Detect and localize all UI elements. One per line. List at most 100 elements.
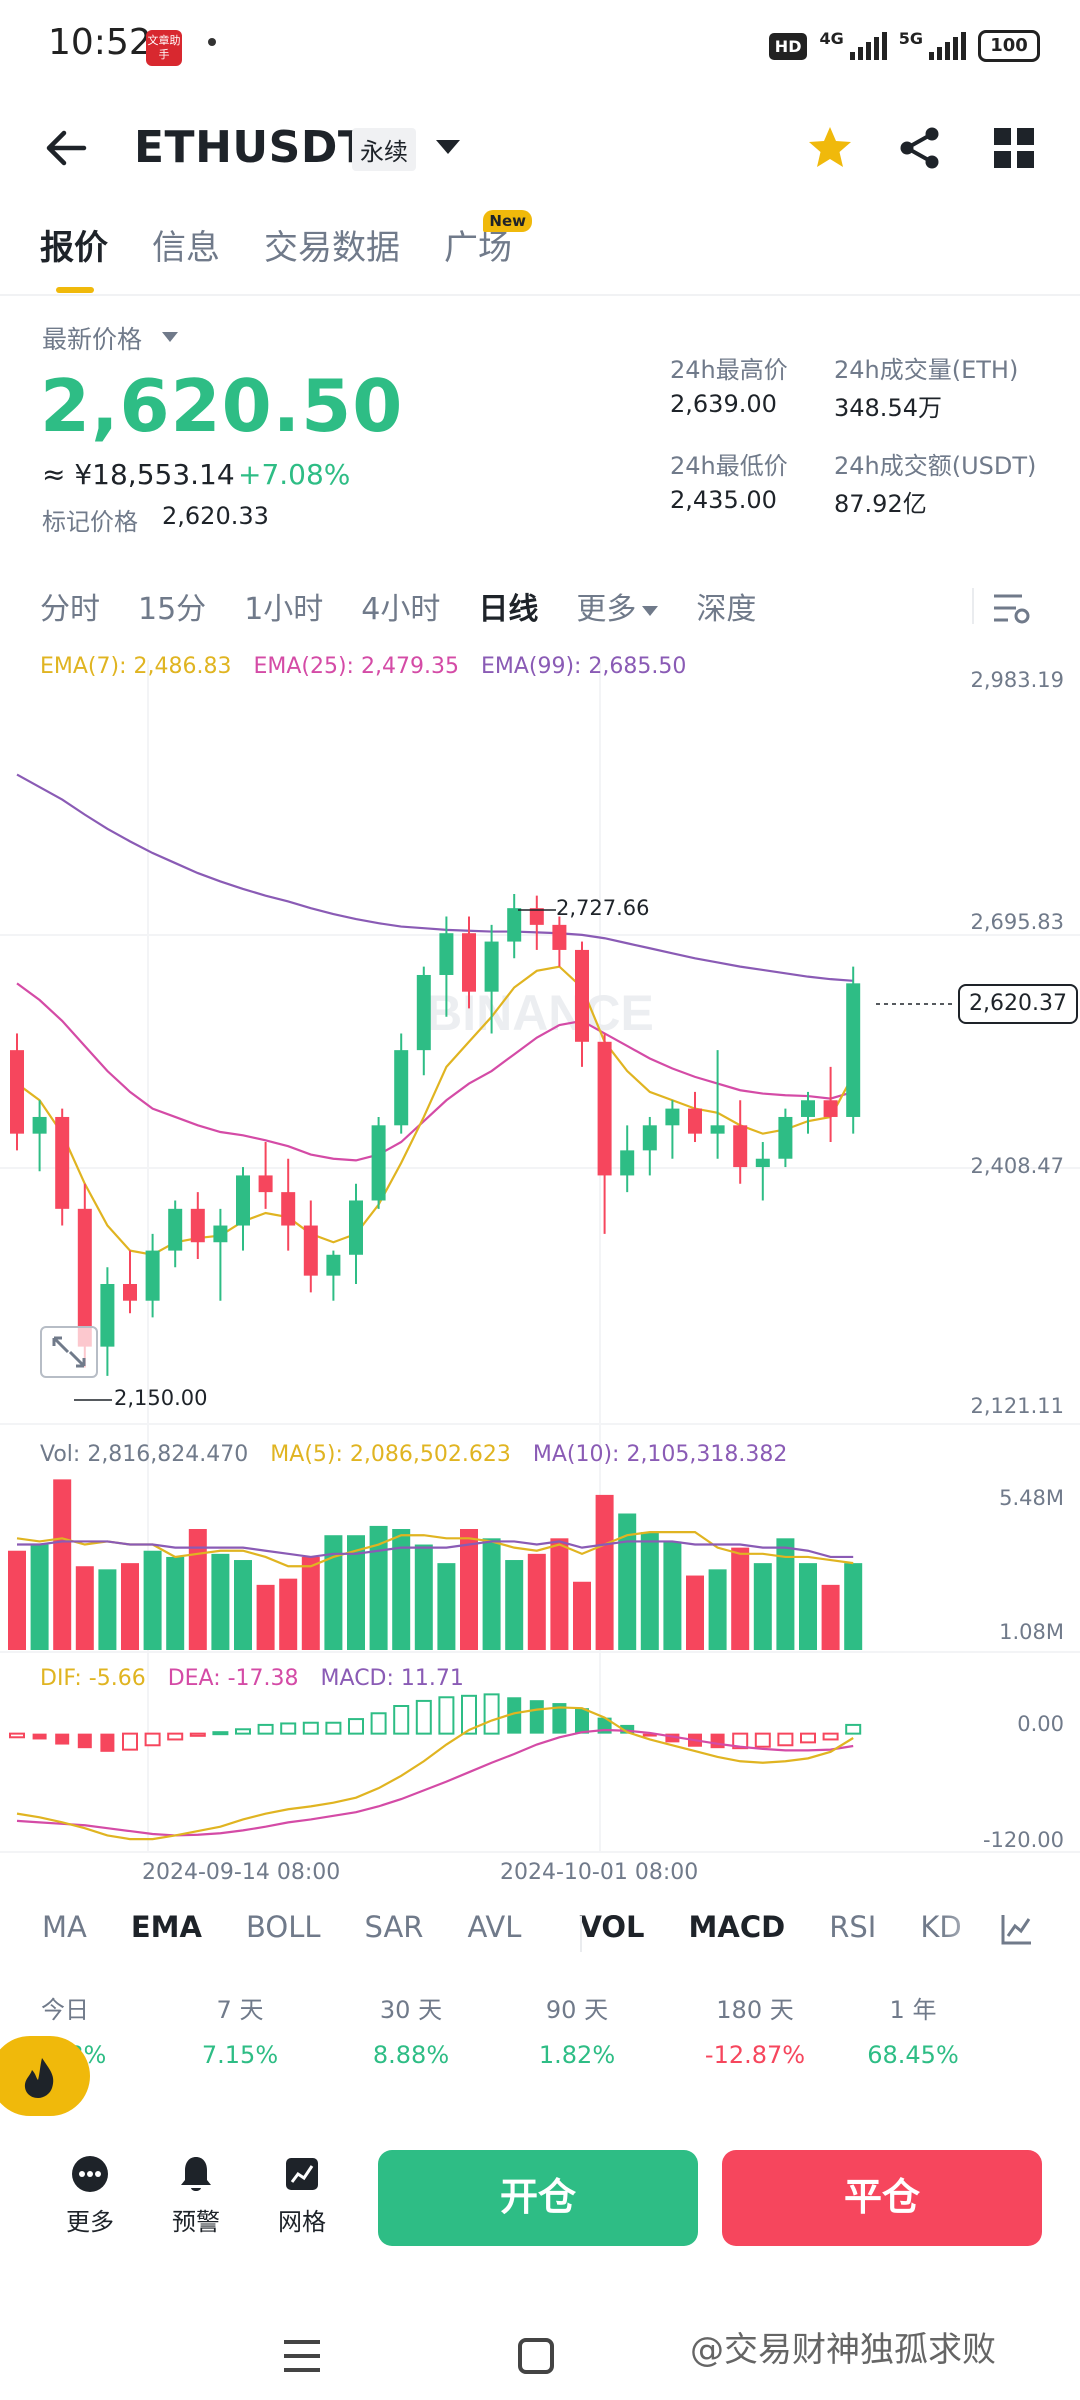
grid-label: 网格 [278,2208,326,2236]
macd-histogram-bar [620,1724,635,1734]
low-marker: 2,150.00 [114,1386,208,1410]
axis-price-1: 2,983.19 [970,668,1064,692]
home-icon[interactable] [516,2336,556,2376]
contract-type-tag: 永续 [352,128,416,171]
binance-watermark: BINANCE [426,985,654,1041]
tab-info[interactable]: 信息 [152,228,220,268]
volume-bar [844,1563,863,1650]
volume-bar [8,1550,26,1650]
interval-15m[interactable]: 15分 [138,592,207,627]
volume-bars [8,1479,863,1650]
volume-bar [618,1513,637,1650]
macd-histogram-bar [144,1732,161,1747]
vol-ma5-label: MA(5): 2,086,502.623 [270,1442,511,1467]
system-nav-bar [0,2316,1080,2400]
interval-divider [972,588,974,624]
macd-histogram-bar [100,1733,115,1752]
candle-body [236,1175,250,1226]
ema7-label: EMA(7): 2,486.83 [40,654,232,679]
perf-value: 7.15% [201,2041,279,2069]
more-tool[interactable]: 更多 [50,2154,130,2237]
ind-tab-macd[interactable]: MACD [688,1910,786,1944]
macd-histogram-bar [212,1731,229,1736]
macd-histogram-bar [665,1733,680,1743]
hot-fire-button[interactable] [0,2036,90,2116]
ind-tab-boll[interactable]: BOLL [245,1910,321,1944]
candle-body [688,1108,702,1134]
volume-bar [595,1494,614,1650]
ind-tab-ma[interactable]: MA [42,1910,87,1944]
tab-quote[interactable]: 报价 [40,220,108,293]
ind-tab-avl[interactable]: AVL [467,1910,522,1944]
candle-body [778,1116,793,1159]
axis-price-4: 2,121.11 [970,1394,1064,1418]
back-arrow-icon[interactable] [44,128,88,168]
interval-depth[interactable]: 深度 [696,592,757,627]
more-dots-icon [72,2156,108,2192]
macd-histogram-bar [552,1703,567,1734]
volume-bar [121,1563,139,1650]
perf-label: 30 天 [379,1996,443,2024]
vol-label: Vol: 2,816,824.470 [40,1442,249,1467]
close-position-button[interactable]: 平仓 [722,2150,1042,2246]
volume-bar [505,1560,524,1650]
main-tabs: 报价 信息 交易数据 广场 New [40,210,556,293]
open-position-button[interactable]: 开仓 [378,2150,698,2246]
volume-bar [414,1544,433,1650]
star-icon[interactable] [806,124,854,172]
volume-bar [188,1529,207,1650]
interval-time-share[interactable]: 分时 [40,592,100,627]
ind-tab-ema[interactable]: EMA [130,1910,202,1944]
candle-body [145,1250,160,1301]
interval-1d[interactable]: 日线 [478,592,539,627]
candlestick-chart[interactable]: BINANCE [0,640,1080,1890]
volume-bar [799,1563,817,1650]
macd-histogram-bar [280,1722,297,1735]
macd-histogram-bar [483,1693,500,1735]
share-icon[interactable] [898,126,942,170]
grid-chart-icon [286,2158,318,2190]
divider [0,294,1080,296]
change-percent: +7.08% [238,458,351,491]
symbol-title[interactable]: ETHUSDT [134,122,369,173]
symbol-dropdown-icon[interactable] [436,140,460,154]
interval-4h[interactable]: 4小时 [361,592,441,627]
ema-legend: EMA(7): 2,486.83 EMA(25): 2,479.35 EMA(9… [40,654,686,679]
dea-label: DEA: -17.38 [167,1666,299,1691]
perf-value: 8.88% [372,2041,450,2069]
grid-icon[interactable] [994,128,1034,168]
macd-histogram-bar [529,1700,544,1734]
dea-line [16,1728,854,1837]
latest-price-label[interactable]: 最新价格 [42,325,143,354]
macd-histogram-bar [777,1732,794,1747]
indicator-settings-icon[interactable] [1000,1912,1034,1946]
tab-trading-data[interactable]: 交易数据 [264,228,400,268]
signal-5g-icon [929,32,966,60]
candle-body [620,1150,635,1176]
alert-tool[interactable]: 预警 [156,2154,236,2237]
candle-body [665,1108,680,1126]
last-price: 2,620.50 [40,364,404,448]
latest-price-dropdown-icon[interactable] [162,332,178,342]
volume-bar [776,1538,795,1650]
tab-square-label: 广场 [444,228,512,268]
macd-histogram-bar [507,1697,522,1734]
expand-chart-icon[interactable] [40,1326,98,1378]
ind-tab-rsi[interactable]: RSI [829,1910,877,1944]
macd-histogram-bar [754,1732,771,1748]
interval-1h[interactable]: 1小时 [244,592,324,627]
chart-settings-icon[interactable] [992,590,1032,626]
volume-bar [527,1553,546,1650]
interval-more[interactable]: 更多 [576,584,659,628]
macd-histogram-bar [122,1732,138,1751]
macd-histogram-bar [642,1733,657,1737]
tab-square[interactable]: 广场 New [444,210,532,293]
ind-tab-vol[interactable]: VOL [579,1910,645,1944]
volume-bar [437,1563,456,1650]
candle-body [100,1284,115,1347]
notification-dot [208,38,216,46]
grid-trading-tool[interactable]: 网格 [262,2154,342,2237]
menu-icon[interactable] [282,2338,322,2374]
ind-tab-sar[interactable]: SAR [364,1910,424,1944]
candle-body [846,983,861,1117]
